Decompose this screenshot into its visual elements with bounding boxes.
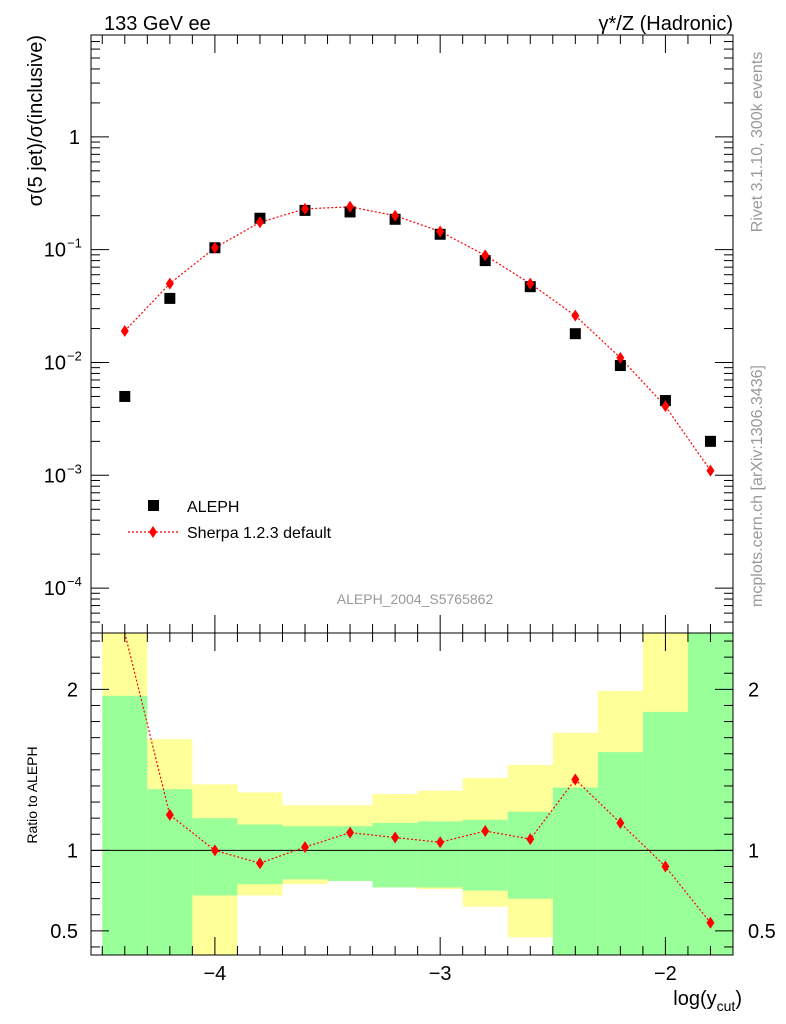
aleph-data-point — [164, 292, 176, 304]
main-y-axis-label: σ(5 jet)/σ(inclusive) — [25, 35, 47, 206]
ratio-y-tick-label-right: 2 — [748, 679, 759, 701]
rivet-label: Rivet 3.1.10, 300k events — [749, 52, 766, 233]
sherpa-data-point — [120, 325, 129, 338]
ratio-plot-marks — [124, 632, 715, 929]
ratio-series-line — [124, 632, 711, 924]
header-left-label: 133 GeV ee — [104, 13, 211, 35]
ratio-data-point — [301, 841, 309, 854]
ratio-green-band — [597, 752, 643, 955]
legend: ALEPH Sherpa 1.2.3 default — [128, 499, 332, 542]
x-tick-label: −2 — [654, 963, 677, 985]
ratio-data-point — [391, 831, 400, 844]
main-y-tick-label-exponent: −2 — [67, 348, 82, 363]
sherpa-data-point — [255, 216, 264, 229]
ratio-y-tick-label-right: 1 — [748, 840, 759, 862]
x-axis-label: log(ycut) — [673, 988, 742, 1014]
sherpa-data-point — [481, 249, 490, 262]
main-y-tick-label-exponent: −3 — [67, 461, 82, 476]
ratio-green-band — [417, 821, 463, 888]
main-y-tick-label: 10 — [44, 465, 66, 487]
legend-aleph-marker — [148, 500, 159, 511]
ratio-green-band — [642, 711, 688, 955]
ratio-green-band — [552, 787, 598, 955]
sherpa-data-point — [436, 225, 445, 238]
main-y-tick-label: 1 — [69, 127, 80, 149]
ratio-green-band — [192, 818, 238, 896]
legend-sherpa-marker — [149, 526, 157, 538]
legend-sherpa-label: Sherpa 1.2.3 default — [187, 525, 332, 542]
sherpa-data-point — [301, 202, 309, 215]
aleph-data-point — [614, 360, 626, 372]
x-tick-label: −4 — [203, 963, 226, 985]
sherpa-data-point — [210, 241, 219, 254]
ratio-y-axis-label: Ratio to ALEPH — [24, 746, 40, 843]
main-y-tick-label: 10 — [44, 240, 66, 262]
ratio-green-band — [102, 695, 148, 955]
ratio-y-tick-label-left: 0.5 — [50, 921, 78, 943]
ratio-data-point — [616, 816, 625, 829]
ratio-data-point — [165, 808, 174, 821]
main-plot-ticks — [91, 34, 734, 634]
sherpa-data-point — [391, 209, 400, 222]
ratio-data-point — [255, 857, 264, 870]
x-tick-labels: −4 −3 −2 — [203, 963, 676, 985]
legend-aleph-label: ALEPH — [187, 499, 239, 516]
ratio-data-point — [481, 825, 490, 838]
ratio-data-point — [571, 773, 580, 786]
x-tick-label: −3 — [429, 963, 452, 985]
ratio-data-point — [210, 844, 219, 857]
sherpa-data-point — [661, 400, 670, 413]
ratio-green-band — [507, 811, 553, 899]
ratio-plot-panel: 2 2 1 1 0.5 0.5 −4 −3 −2 Ratio to ALEPH log(ycu… — [24, 632, 776, 1014]
ratio-data-point — [706, 916, 715, 929]
main-plot-frame — [90, 34, 734, 634]
ratio-y-tick-label-right: 0.5 — [748, 921, 776, 943]
ratio-y-tick-label-left: 1 — [67, 840, 78, 862]
ratio-data-point — [661, 860, 670, 873]
main-y-tick-label: 10 — [44, 578, 66, 600]
ratio-green-band — [237, 824, 283, 885]
header-right-label: γ*/Z (Hadronic) — [599, 13, 733, 35]
sherpa-series-line — [124, 206, 711, 471]
main-y-tick-labels: 110−110−210−310−4 — [44, 127, 82, 600]
ratio-data-point — [526, 833, 535, 846]
mcplots-label: mcplots.cern.ch [arXiv:1306.3436] — [749, 365, 766, 607]
ratio-data-point — [436, 836, 445, 849]
sherpa-data-point — [706, 464, 715, 477]
analysis-id-label: ALEPH_2004_S5765862 — [337, 591, 494, 607]
ratio-plot-frame — [90, 632, 734, 956]
main-y-tick-label-exponent: −1 — [67, 236, 82, 251]
sherpa-data-point — [571, 309, 580, 322]
main-plot-panel: 110−110−210−310−4 σ(5 jet)/σ(inclusive) … — [25, 34, 734, 634]
sherpa-data-point — [346, 200, 355, 213]
ratio-y-tick-labels: 2 2 1 1 0.5 0.5 — [50, 679, 776, 943]
ratio-green-band — [687, 633, 733, 955]
ratio-plot-ticks — [91, 633, 734, 955]
sherpa-data-point — [165, 277, 174, 290]
aleph-data-point — [569, 328, 581, 340]
ratio-uncertainty-bands — [102, 633, 733, 955]
sherpa-data-point — [526, 277, 535, 290]
aleph-data-point — [704, 435, 716, 447]
sherpa-data-point — [616, 351, 625, 364]
aleph-data-point — [119, 390, 131, 402]
main-y-tick-label: 10 — [44, 352, 66, 374]
main-plot-marks — [119, 200, 716, 477]
ratio-data-point — [346, 826, 355, 839]
ratio-y-tick-label-left: 2 — [67, 679, 78, 701]
main-y-tick-label-exponent: −4 — [67, 574, 82, 589]
